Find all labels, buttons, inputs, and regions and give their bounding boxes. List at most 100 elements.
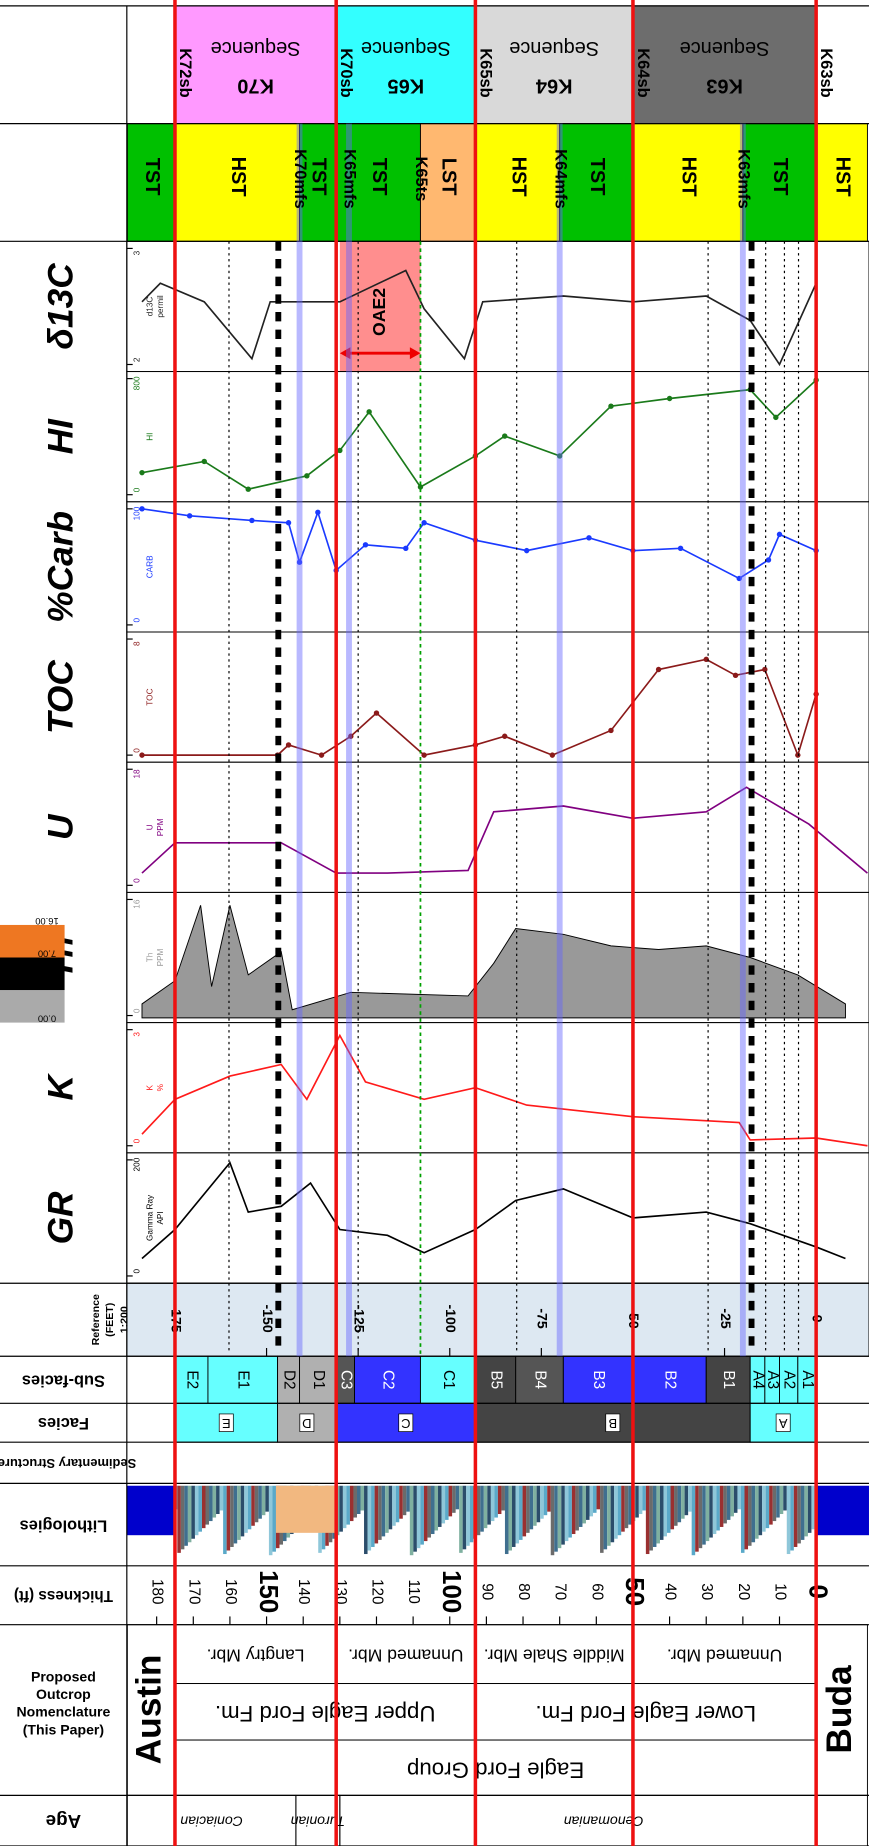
subfacies-label: B1 bbox=[720, 1370, 737, 1389]
thickness-tick-label: 150 bbox=[254, 1570, 282, 1613]
lithology-stripe bbox=[582, 1485, 586, 1524]
log-point bbox=[502, 433, 508, 439]
log-curve bbox=[141, 269, 817, 367]
lithology-stripe bbox=[378, 1485, 382, 1540]
lithology-stripe bbox=[607, 1485, 611, 1546]
sequence-name: K65 bbox=[387, 74, 424, 96]
lithology-stripe bbox=[519, 1485, 523, 1540]
lithology-stripe bbox=[469, 1485, 474, 1543]
lithology-stripe bbox=[635, 1485, 639, 1518]
lithology-stripe bbox=[723, 1485, 727, 1524]
lithology-stripe bbox=[230, 1485, 234, 1547]
lithology-stripe bbox=[448, 1485, 453, 1517]
log-point bbox=[373, 710, 380, 716]
sequence-box bbox=[335, 5, 476, 125]
lithology-stripe bbox=[684, 1485, 689, 1516]
lithology-stripe bbox=[652, 1485, 657, 1547]
subfacies-label: C3 bbox=[337, 1370, 354, 1390]
th-legend-swatch bbox=[0, 957, 65, 991]
facies-label: C bbox=[401, 1416, 410, 1431]
lithology-stripe bbox=[561, 1485, 565, 1545]
lithology-stripe bbox=[769, 1485, 773, 1525]
log-point bbox=[362, 542, 369, 548]
header-reference: 1:200 bbox=[118, 1306, 130, 1333]
lithology-stripe bbox=[593, 1485, 597, 1513]
lithology-stripe bbox=[374, 1485, 379, 1544]
thickness-tick-label: 120 bbox=[368, 1579, 385, 1605]
lithology-stripe bbox=[786, 1485, 791, 1555]
group-label: Eagle Ford Group bbox=[407, 1757, 584, 1782]
log-point bbox=[732, 672, 739, 679]
lithology-stripe bbox=[712, 1485, 717, 1535]
systems-tract bbox=[174, 123, 301, 242]
reference-tick-label: -75 bbox=[535, 1308, 551, 1329]
header-lithologies: Lithologies bbox=[20, 1516, 108, 1534]
lithology-stripe bbox=[480, 1485, 484, 1532]
subfacies-label: E1 bbox=[235, 1370, 252, 1389]
thickness-tick-label: 20 bbox=[735, 1583, 752, 1600]
lithology-stripe bbox=[564, 1485, 569, 1542]
lithology-stripe bbox=[511, 1485, 516, 1547]
lithology-stripe bbox=[420, 1485, 424, 1545]
subfacies-label: A4 bbox=[749, 1370, 766, 1389]
boundary-label: K70sb bbox=[337, 48, 355, 97]
lithology-stripe bbox=[600, 1485, 604, 1553]
lithology-stripe bbox=[459, 1485, 463, 1553]
log-point bbox=[366, 409, 372, 415]
header-subfacies: Sub-facies bbox=[22, 1371, 105, 1389]
thickness-tick-label: 110 bbox=[405, 1580, 422, 1604]
lithology-stripe bbox=[656, 1485, 660, 1544]
log-point bbox=[186, 513, 193, 519]
lithology-stripe bbox=[381, 1485, 386, 1537]
log-point bbox=[608, 403, 614, 409]
lithology-stripe bbox=[758, 1485, 763, 1536]
lithology-stripe bbox=[649, 1485, 653, 1551]
log-tick-label: 3 bbox=[133, 250, 142, 255]
lithology-stripe bbox=[638, 1485, 643, 1515]
lithology-stripe bbox=[667, 1485, 671, 1533]
mfs-label: K70mfs bbox=[291, 149, 309, 209]
lithology-stripe bbox=[261, 1485, 266, 1516]
log-point bbox=[666, 395, 673, 402]
sequence-box bbox=[474, 5, 634, 125]
boundary-label: K72sb bbox=[176, 48, 194, 97]
lithology-stripe bbox=[596, 1485, 601, 1510]
facies-label: E bbox=[222, 1416, 231, 1431]
lithology-stripe bbox=[695, 1485, 699, 1552]
log-point bbox=[736, 575, 742, 582]
lithology-stripe bbox=[645, 1485, 650, 1555]
log-curve bbox=[141, 1033, 868, 1147]
log-point bbox=[249, 517, 255, 524]
log-point bbox=[315, 509, 321, 516]
log-title: TOC bbox=[42, 660, 81, 734]
boundary-label: K64sb bbox=[634, 48, 652, 97]
lithology-stripe bbox=[212, 1485, 217, 1518]
lithology-stripe bbox=[621, 1485, 625, 1532]
age-label: Cenomanian bbox=[564, 1813, 644, 1829]
age-label: Coniacian bbox=[180, 1813, 243, 1829]
lithology-stripe bbox=[438, 1485, 442, 1527]
lithology-stripe bbox=[501, 1485, 505, 1511]
lithology-stripe bbox=[515, 1485, 520, 1544]
log-point bbox=[304, 473, 310, 479]
log-tick-label: 0 bbox=[133, 1138, 142, 1143]
log-title: %Carb bbox=[42, 511, 81, 623]
log-axis-label: API bbox=[156, 1211, 165, 1224]
log-axis-label: K bbox=[145, 1084, 154, 1090]
lithology-stripe bbox=[364, 1485, 368, 1555]
lithology-stripe bbox=[223, 1485, 227, 1555]
lithology-stripe bbox=[416, 1485, 421, 1549]
log-tick-label: 2 bbox=[133, 357, 142, 362]
lithology-stripe bbox=[628, 1485, 632, 1525]
systems-tract bbox=[419, 123, 476, 242]
log-point bbox=[502, 733, 508, 739]
thickness-tick-label: 90 bbox=[478, 1583, 495, 1600]
lithology-stripe bbox=[180, 1485, 185, 1550]
lithology-stripe bbox=[430, 1485, 435, 1535]
lithology-stripe bbox=[585, 1485, 590, 1520]
ts-label: K65ts bbox=[412, 157, 430, 202]
subfacies-label: B2 bbox=[662, 1370, 679, 1389]
lithology-stripe bbox=[540, 1485, 544, 1519]
